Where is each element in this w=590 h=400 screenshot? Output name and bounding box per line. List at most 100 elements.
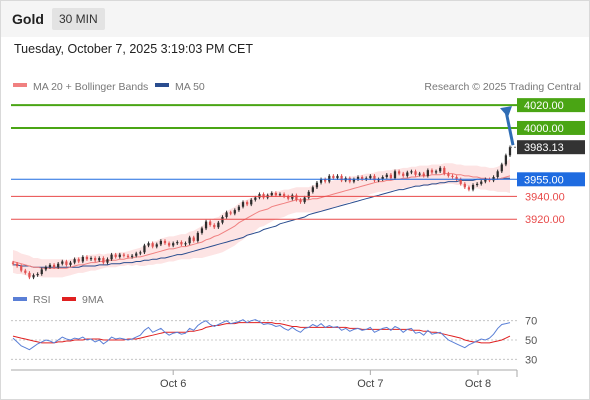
candle bbox=[492, 177, 495, 181]
pivot-level-label: 3955.00 bbox=[524, 174, 564, 186]
candle bbox=[299, 199, 302, 203]
candle bbox=[102, 258, 105, 263]
target-arrow-head bbox=[500, 106, 512, 118]
candle bbox=[508, 147, 512, 156]
ma20-legend-label: MA 20 + Bollinger Bands bbox=[33, 81, 148, 93]
candle bbox=[282, 194, 286, 197]
candle bbox=[130, 255, 134, 257]
candle bbox=[81, 256, 84, 262]
candle bbox=[476, 183, 479, 186]
support-level-label: 3920.00 bbox=[525, 214, 565, 226]
candle bbox=[176, 242, 179, 244]
candle bbox=[11, 262, 15, 264]
candle bbox=[48, 264, 52, 268]
candle bbox=[451, 175, 454, 178]
target-level-label: 4000.00 bbox=[524, 123, 564, 135]
candle bbox=[500, 164, 503, 172]
candle bbox=[287, 196, 290, 199]
candle bbox=[422, 173, 425, 176]
target-level-label: 4020.00 bbox=[524, 100, 564, 112]
candle bbox=[217, 222, 220, 228]
candle bbox=[496, 171, 499, 178]
candle bbox=[397, 171, 401, 174]
candle bbox=[167, 243, 171, 246]
candle bbox=[122, 254, 126, 256]
candle bbox=[126, 255, 130, 257]
candle bbox=[439, 167, 442, 172]
candle bbox=[356, 177, 360, 180]
target-level-box bbox=[517, 98, 585, 113]
candle bbox=[381, 177, 384, 180]
candle bbox=[245, 202, 249, 205]
candle bbox=[52, 264, 56, 268]
candle bbox=[172, 243, 175, 246]
timeframe-badge[interactable]: 30 MIN bbox=[52, 8, 105, 30]
candle bbox=[237, 206, 241, 211]
candle bbox=[365, 178, 368, 180]
candle bbox=[196, 232, 199, 241]
candle bbox=[324, 179, 327, 182]
pivot-level-box bbox=[517, 172, 585, 187]
instrument-title: Gold bbox=[12, 11, 44, 27]
candle bbox=[28, 272, 31, 278]
rsi-tick-label: 30 bbox=[525, 354, 537, 366]
ma50-line bbox=[13, 177, 510, 268]
last-price-box bbox=[517, 140, 585, 155]
candle bbox=[85, 256, 89, 260]
candle bbox=[254, 197, 257, 200]
candle bbox=[270, 192, 273, 196]
candle bbox=[209, 221, 212, 225]
x-tick-label: Oct 7 bbox=[357, 378, 383, 390]
candle bbox=[418, 173, 421, 175]
candle bbox=[278, 194, 282, 196]
candle bbox=[241, 202, 245, 207]
candle bbox=[377, 179, 380, 181]
x-axis: Oct 6 Oct 7 Oct 8 bbox=[160, 370, 491, 390]
candle bbox=[332, 175, 335, 179]
candle bbox=[24, 270, 27, 273]
candle bbox=[250, 199, 253, 205]
candle bbox=[311, 187, 314, 192]
candle bbox=[393, 171, 397, 179]
candle bbox=[163, 240, 167, 244]
support-level-label: 3940.00 bbox=[525, 191, 565, 203]
candle bbox=[336, 175, 339, 179]
ma20-legend-swatch bbox=[13, 83, 27, 87]
candle bbox=[135, 253, 138, 256]
x-tick-label: Oct 8 bbox=[465, 378, 491, 390]
candle bbox=[106, 259, 109, 263]
rsi-tick-label: 50 bbox=[525, 335, 537, 347]
candle bbox=[455, 177, 458, 180]
candle bbox=[328, 175, 331, 182]
candle bbox=[410, 171, 413, 173]
candle bbox=[504, 155, 508, 165]
candle bbox=[15, 263, 19, 267]
price-plot bbox=[11, 145, 512, 280]
candle bbox=[200, 228, 204, 233]
candle bbox=[315, 182, 319, 188]
candle bbox=[32, 275, 35, 278]
candle bbox=[225, 212, 228, 217]
candle bbox=[434, 171, 438, 173]
candle bbox=[447, 173, 450, 176]
rsi-legend-swatch bbox=[13, 297, 27, 301]
candle bbox=[291, 195, 294, 199]
candle bbox=[110, 254, 113, 260]
candle bbox=[73, 259, 76, 263]
candle bbox=[229, 212, 232, 214]
candle bbox=[307, 191, 310, 198]
rsi-line bbox=[12, 319, 511, 351]
candle bbox=[319, 179, 323, 183]
candle bbox=[184, 243, 187, 245]
candle bbox=[61, 261, 64, 264]
ma50-legend-swatch bbox=[155, 83, 169, 87]
candle bbox=[402, 173, 405, 176]
candle bbox=[151, 243, 154, 247]
candle bbox=[430, 170, 434, 173]
price-levels: 4020.00 4000.00 3983.13 3955.00 3940.00 3920.… bbox=[11, 98, 585, 226]
candle bbox=[143, 245, 146, 253]
candle bbox=[406, 172, 409, 176]
candle bbox=[340, 175, 343, 181]
x-tick-label: Oct 6 bbox=[160, 378, 186, 390]
